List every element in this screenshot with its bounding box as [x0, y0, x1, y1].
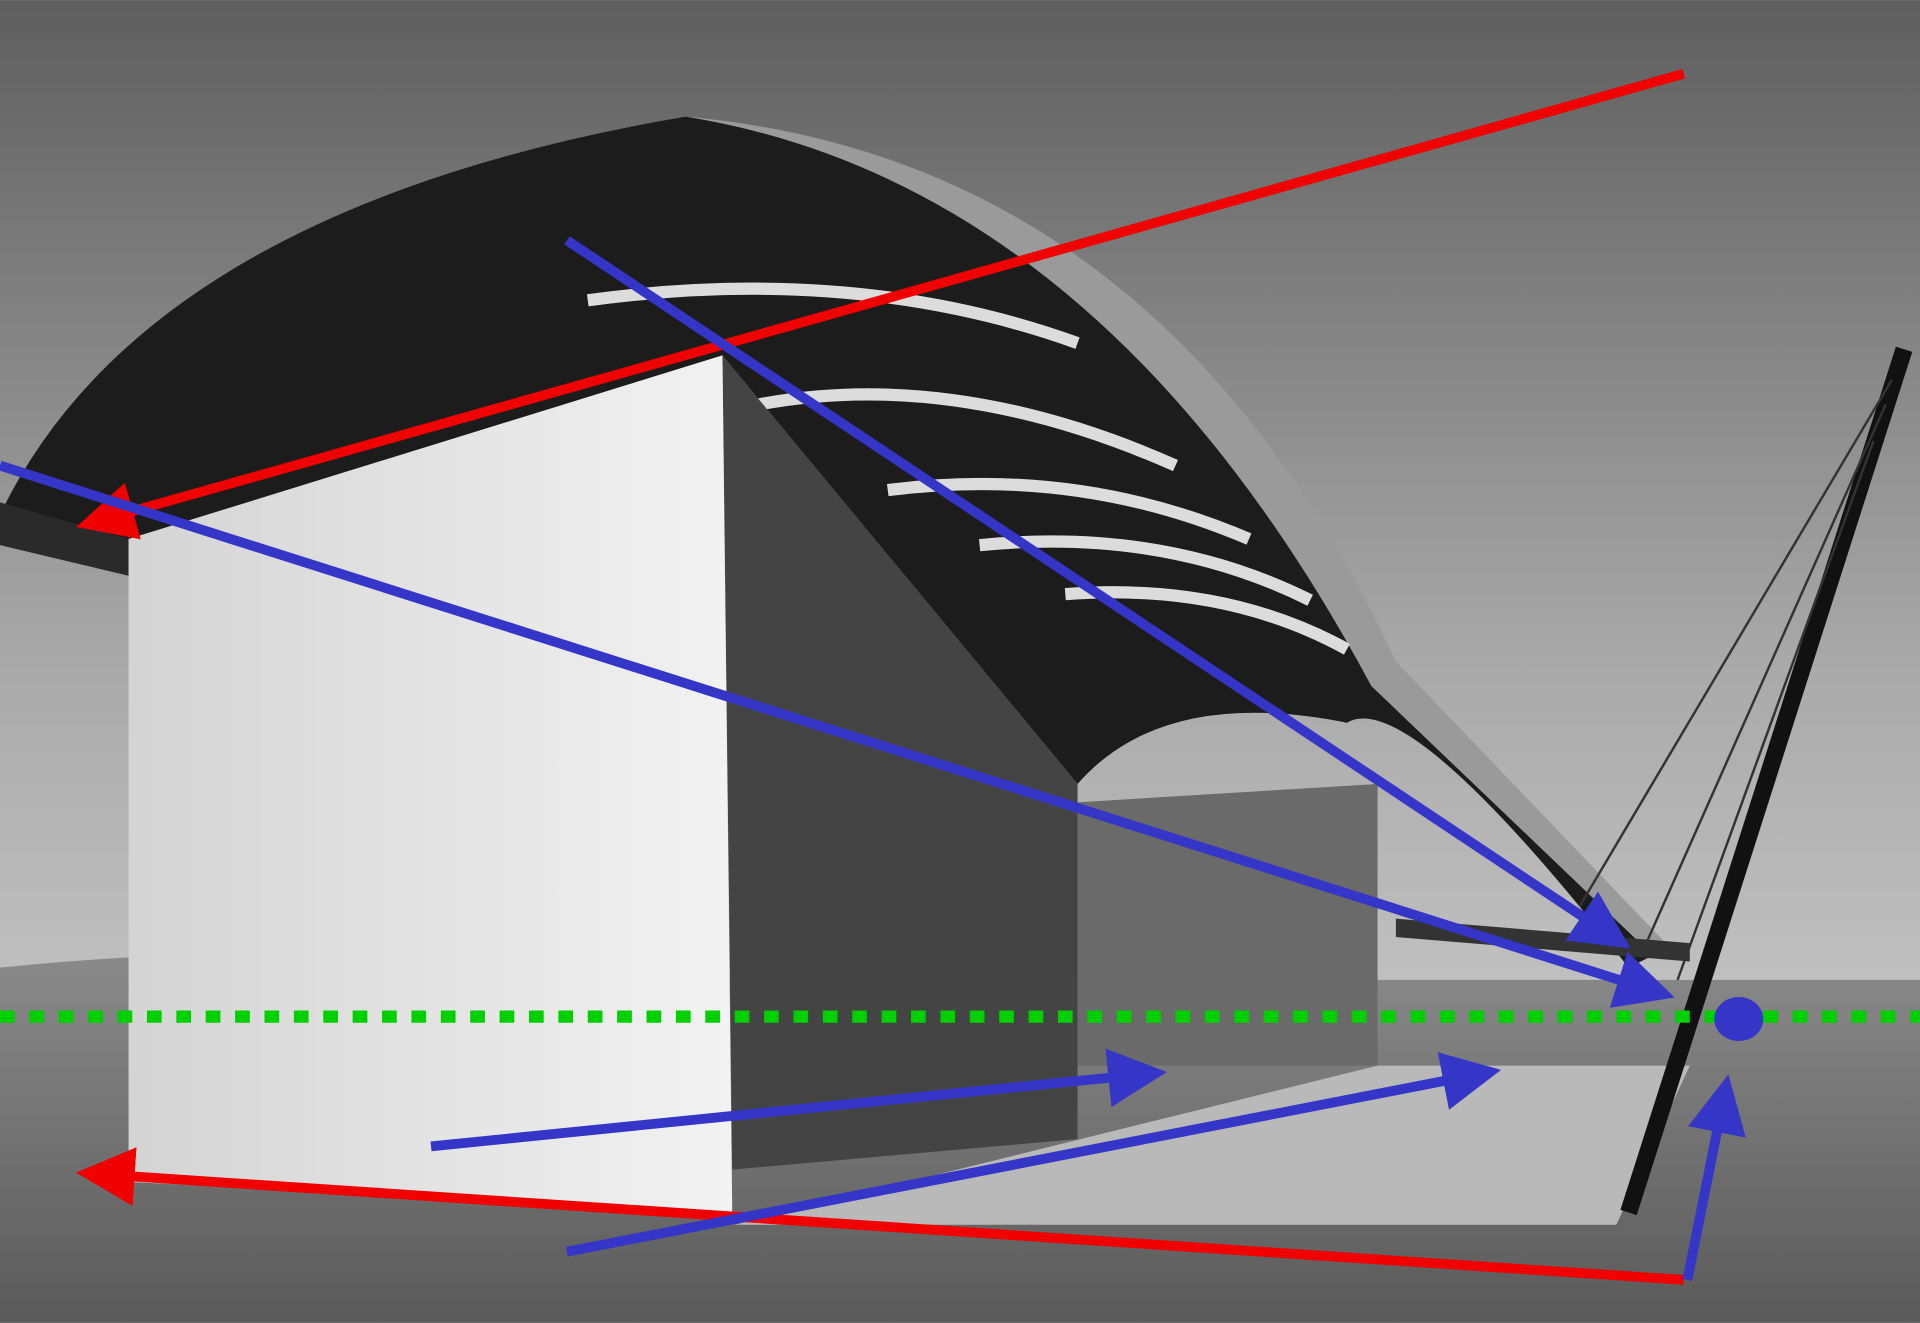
- red-arrow: [75, 1147, 1684, 1285]
- blue-arrow: [566, 1052, 1502, 1257]
- arch-roof: [0, 116, 1654, 968]
- vanishing-point: [1714, 997, 1764, 1042]
- blue-arrow: [430, 1048, 1167, 1152]
- blue-arrow: [564, 236, 1631, 949]
- red-arrow: [76, 69, 1686, 540]
- inner-wall: [722, 355, 1078, 1170]
- blue-arrow: [1682, 1074, 1746, 1281]
- annotations: [0, 69, 1920, 1285]
- white-wall: [128, 355, 733, 1213]
- overhang: [0, 502, 129, 576]
- back-wall: [1077, 783, 1378, 1066]
- blue-arrow: [0, 460, 1675, 1008]
- cables: [1578, 379, 1893, 981]
- arch-edge: [685, 116, 1678, 956]
- pylon: [1620, 346, 1913, 1216]
